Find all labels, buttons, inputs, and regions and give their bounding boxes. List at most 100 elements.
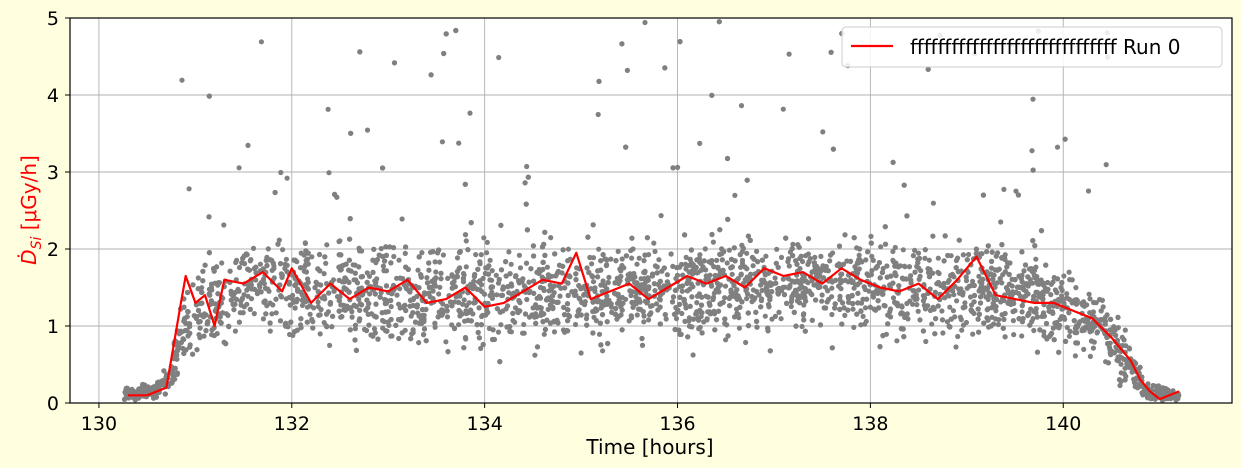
scatter-point <box>538 309 545 316</box>
scatter-point <box>681 298 687 304</box>
scatter-point <box>439 307 445 313</box>
scatter-point <box>534 305 540 311</box>
scatter-point <box>989 249 995 255</box>
scatter-point <box>989 305 995 311</box>
scatter-point <box>1063 338 1069 344</box>
scatter-point <box>544 264 551 270</box>
scatter-point <box>714 257 720 263</box>
scatter-point <box>560 247 566 253</box>
scatter-point <box>228 291 234 297</box>
scatter-point <box>443 31 449 37</box>
scatter-point <box>289 295 295 302</box>
scatter-point <box>1021 268 1027 274</box>
scatter-point <box>767 348 773 354</box>
scatter-point <box>526 289 532 296</box>
scatter-point <box>180 345 186 351</box>
scatter-point <box>736 325 743 331</box>
scatter-point <box>326 170 332 176</box>
scatter-point <box>686 262 693 268</box>
scatter-point <box>471 273 477 280</box>
scatter-point <box>1031 327 1037 334</box>
scatter-point <box>796 244 802 250</box>
scatter-point <box>745 310 751 316</box>
scatter-point <box>277 261 284 267</box>
scatter-point <box>710 239 717 245</box>
scatter-point <box>866 288 872 294</box>
scatter-point <box>522 311 529 317</box>
scatter-point <box>907 298 913 304</box>
scatter-point <box>454 274 460 280</box>
scatter-point <box>1037 327 1043 333</box>
scatter-point <box>1102 321 1108 327</box>
scatter-point <box>868 240 874 246</box>
scatter-point <box>565 292 571 299</box>
scatter-point <box>685 279 691 285</box>
scatter-point <box>315 299 321 305</box>
scatter-point <box>284 175 290 181</box>
scatter-point <box>409 331 415 337</box>
scatter-point <box>971 292 978 299</box>
scatter-point <box>737 304 743 310</box>
scatter-point <box>1041 333 1047 339</box>
scatter-point <box>880 333 886 339</box>
scatter-point <box>623 144 629 150</box>
scatter-point <box>304 319 310 325</box>
scatter-point <box>773 280 779 286</box>
scatter-point <box>787 284 793 290</box>
scatter-point <box>283 256 289 262</box>
scatter-point <box>429 278 435 284</box>
scatter-point <box>865 272 872 278</box>
scatter-point <box>206 250 212 256</box>
scatter-point <box>1013 188 1019 194</box>
scatter-point <box>263 311 269 317</box>
scatter-point <box>1108 348 1115 354</box>
scatter-point <box>464 302 470 309</box>
scatter-point <box>178 328 184 334</box>
scatter-point <box>978 283 985 289</box>
scatter-point <box>265 257 271 263</box>
scatter-point <box>890 295 897 301</box>
scatter-point <box>999 280 1005 286</box>
scatter-point <box>903 276 910 282</box>
scatter-point <box>211 332 217 339</box>
scatter-point <box>975 316 981 322</box>
scatter-point <box>613 305 619 312</box>
scatter-point <box>380 263 386 269</box>
scatter-point <box>161 368 167 374</box>
scatter-point <box>396 317 402 323</box>
scatter-point <box>343 286 349 292</box>
scatter-point <box>196 332 202 338</box>
scatter-point <box>1015 192 1022 198</box>
scatter-point <box>225 312 231 318</box>
scatter-point <box>298 316 304 322</box>
scatter-point <box>716 19 722 25</box>
scatter-point <box>232 301 238 307</box>
scatter-point <box>451 325 458 332</box>
scatter-point <box>391 253 397 260</box>
scatter-point <box>634 312 640 318</box>
scatter-point <box>697 140 703 146</box>
scatter-point <box>489 284 496 290</box>
scatter-point <box>251 311 257 317</box>
scatter-point <box>426 260 432 266</box>
scatter-point <box>1100 304 1106 310</box>
scatter-point <box>503 306 509 312</box>
scatter-point <box>545 306 551 312</box>
scatter-point <box>802 328 808 334</box>
scatter-point <box>410 310 416 316</box>
scatter-point <box>657 321 663 327</box>
scatter-point <box>935 255 941 261</box>
x-tick-label: 140 <box>1045 413 1081 435</box>
scatter-point <box>604 293 610 299</box>
scatter-point <box>282 261 288 267</box>
scatter-point <box>300 293 306 299</box>
scatter-point <box>863 257 869 263</box>
scatter-point <box>693 264 699 270</box>
scatter-point <box>1073 301 1079 307</box>
scatter-point <box>939 317 946 323</box>
scatter-point <box>650 271 656 277</box>
scatter-point <box>705 294 711 300</box>
scatter-point <box>336 298 342 304</box>
scatter-point <box>484 239 490 245</box>
scatter-point <box>971 282 977 289</box>
